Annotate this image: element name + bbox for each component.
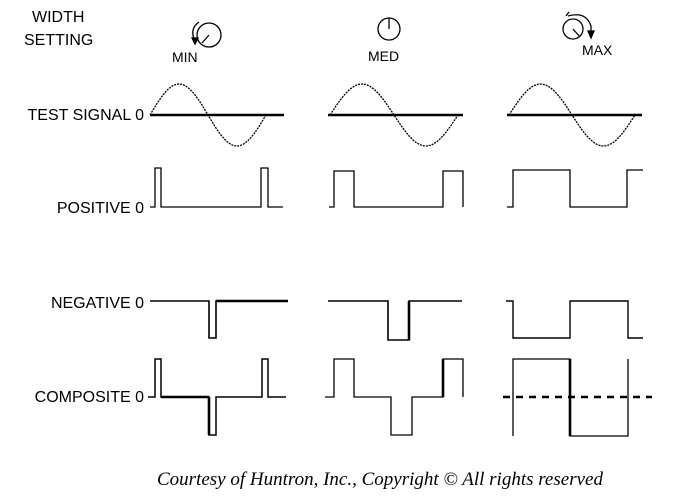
- knob-label-max: MAX: [582, 42, 613, 58]
- negative-pulse-med: [328, 300, 462, 341]
- row-label-positive: POSITIVE 0: [56, 200, 144, 217]
- negative-pulse-max: [506, 300, 643, 339]
- copyright-credit: Courtesy of Huntron, Inc., Copyright © A…: [157, 469, 603, 490]
- test-signal-row: [149, 83, 642, 147]
- negative-row: [150, 299, 643, 341]
- positive-row: [150, 167, 643, 208]
- composite-row: [148, 358, 652, 437]
- sine-wave-max: [508, 83, 636, 147]
- positive-pulse-max: [507, 169, 643, 208]
- knob-med-icon: [377, 17, 401, 41]
- setting-label: SETTING: [24, 32, 94, 49]
- row-label-test-signal: TEST SIGNAL 0: [27, 107, 144, 124]
- knob-label-med: MED: [368, 48, 400, 64]
- negative-pulse-min: [150, 300, 288, 339]
- width-label: WIDTH: [32, 9, 85, 26]
- knob-max-icon: [562, 11, 595, 40]
- sine-wave-min: [149, 83, 267, 147]
- positive-pulse-min: [150, 167, 283, 208]
- composite-wave-min: [148, 358, 286, 436]
- row-label-composite: COMPOSITE 0: [34, 389, 144, 406]
- knob-label-min: MIN: [172, 49, 198, 65]
- row-label-negative: NEGATIVE 0: [50, 295, 144, 312]
- positive-pulse-med: [329, 170, 464, 208]
- sine-wave-med: [329, 83, 459, 147]
- knob-min-icon: [190, 21, 222, 48]
